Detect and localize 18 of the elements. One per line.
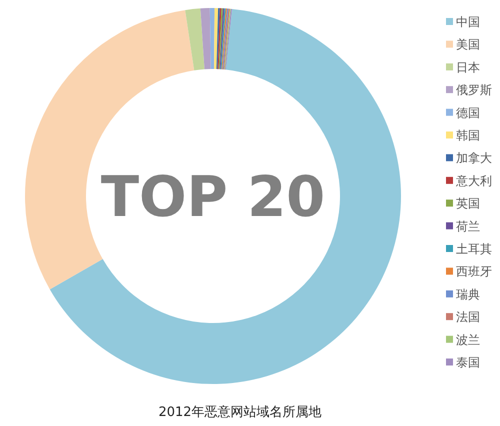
legend-label: 荷兰 [456,219,480,234]
legend-label: 西班牙 [456,264,492,279]
legend-label: 英国 [456,196,480,211]
text: TOP 20 [100,165,326,230]
legend-label: 日本 [456,60,480,74]
legend-label: 俄罗斯 [456,83,492,98]
text: 2012年恶意网站域名所属地 [158,405,322,420]
legend-label: 德国 [456,106,480,120]
legend-label: 加拿大 [456,151,492,166]
legend-label: 美国 [456,38,480,52]
legend-label: 瑞典 [456,287,480,302]
legend-label: 中国 [456,15,480,29]
legend-label: 意大利 [455,174,492,188]
legend-label: 韩国 [456,128,480,142]
legend-label: 法国 [456,310,480,324]
legend-label: 波兰 [456,332,480,347]
legend-label: 泰国 [456,356,480,370]
legend-label: 土耳其 [456,242,492,256]
